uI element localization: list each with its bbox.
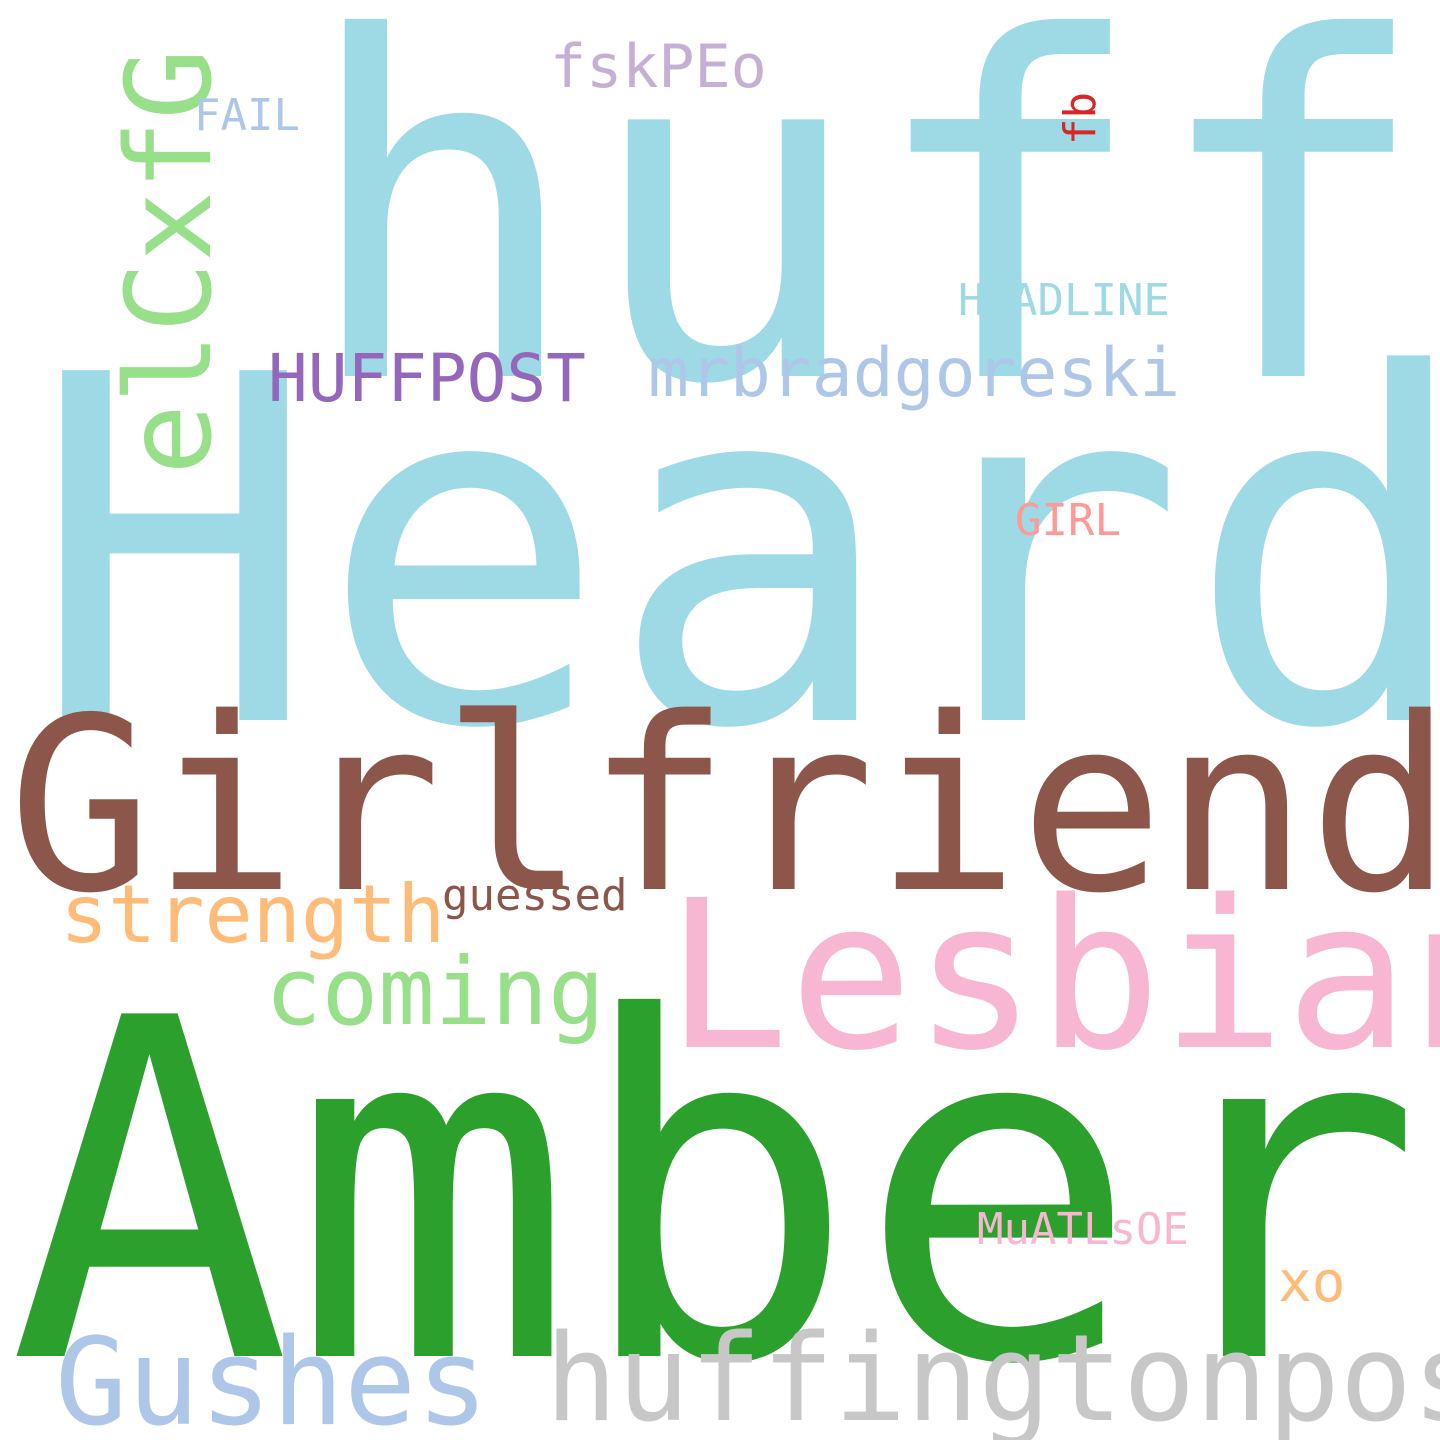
word-heard: Heard <box>30 275 1440 834</box>
word-huffingtonpost: huffingtonpost <box>545 1310 1440 1440</box>
word-huff: huff <box>300 0 1432 487</box>
word-mrbradgoreski: mrbradgoreski <box>648 334 1181 413</box>
word-guessed: guessed <box>442 870 628 921</box>
word-xo: xo <box>1278 1250 1346 1315</box>
word-amber: Amber <box>8 920 1423 1440</box>
word-fskpeo: fskPEo <box>550 32 767 102</box>
word-muatlsoe: MuATLsOE <box>977 1204 1189 1255</box>
word-headline: HEADLINE <box>958 275 1170 326</box>
word-girl: GIRL <box>1015 495 1121 546</box>
word-fb: fb <box>1055 92 1106 145</box>
word-girlfriend: Girlfriend <box>8 666 1440 946</box>
word-huffpost: HUFFPOST <box>268 340 586 417</box>
word-coming: coming <box>265 938 605 1047</box>
word-strength: strength <box>60 868 446 961</box>
word-lesbian: Lesbian <box>665 856 1440 1096</box>
word-gushes: Gushes <box>55 1314 489 1440</box>
word-fail: FAIL <box>194 90 300 141</box>
